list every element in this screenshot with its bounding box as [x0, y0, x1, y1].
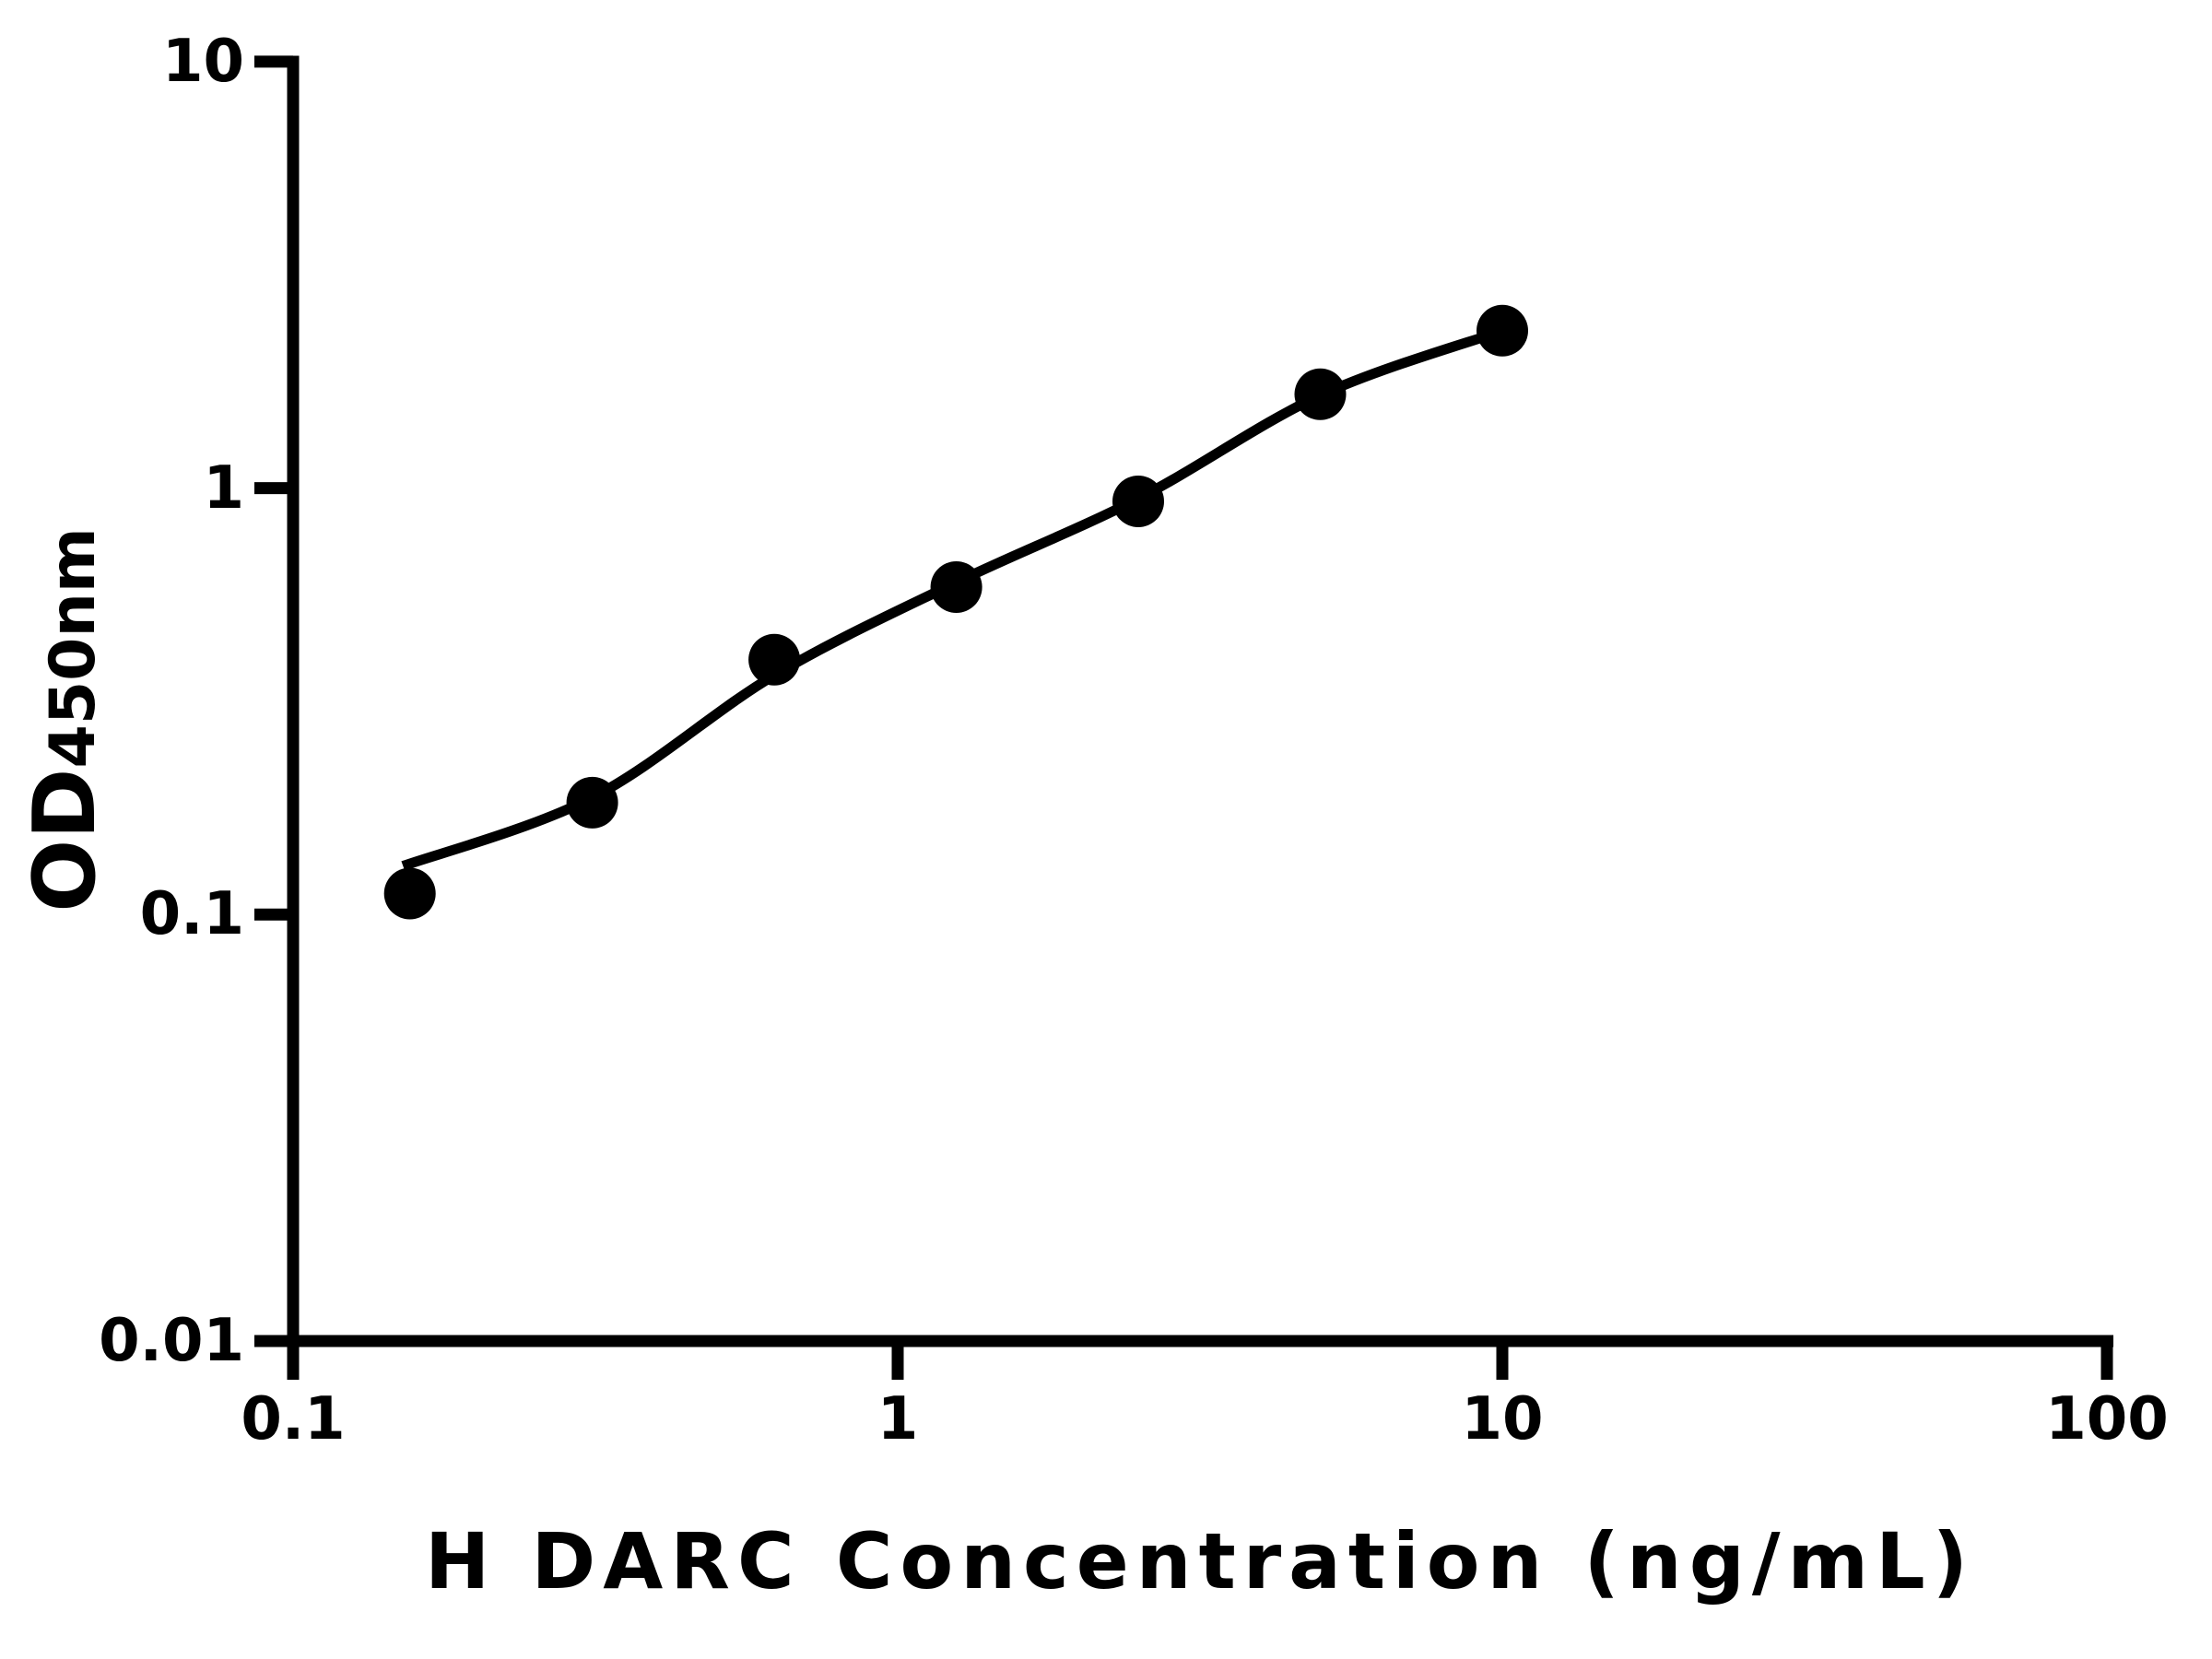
- y-axis-title-subscript: 450nm: [37, 527, 110, 769]
- x-axis-title: H DARC Concentration (ng/mL): [425, 1516, 1975, 1606]
- x-tick-label-1: 1: [877, 1385, 919, 1453]
- data-point-2: [566, 776, 618, 829]
- y-tick-label-0.01: 0.01: [99, 1307, 244, 1375]
- data-point-5: [1112, 476, 1164, 527]
- y-axis-title-main: OD: [15, 768, 114, 912]
- x-tick-label-100: 100: [2045, 1385, 2169, 1453]
- y-tick-label-10: 10: [161, 27, 244, 96]
- data-point-3: [748, 633, 801, 686]
- data-point-1: [383, 867, 436, 920]
- data-point-6: [1294, 368, 1347, 420]
- y-tick-label-0.1: 0.1: [139, 880, 244, 949]
- x-tick-label-0.1: 0.1: [241, 1385, 346, 1453]
- data-point-7: [1477, 304, 1528, 357]
- y-axis-title: OD450nm: [9, 397, 120, 1042]
- data-point-4: [930, 561, 982, 613]
- y-tick-label-1: 1: [203, 453, 244, 523]
- x-tick-label-10: 10: [1461, 1385, 1544, 1453]
